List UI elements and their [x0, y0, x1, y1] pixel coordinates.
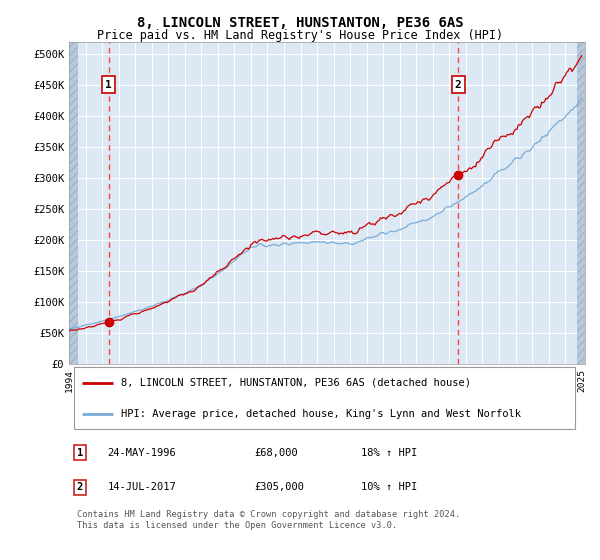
- Text: 18% ↑ HPI: 18% ↑ HPI: [361, 447, 417, 458]
- Bar: [69, 42, 78, 365]
- Text: 1: 1: [77, 447, 83, 458]
- Bar: [577, 42, 587, 365]
- Text: 1: 1: [105, 80, 112, 90]
- Text: 8, LINCOLN STREET, HUNSTANTON, PE36 6AS: 8, LINCOLN STREET, HUNSTANTON, PE36 6AS: [137, 16, 463, 30]
- Text: 2: 2: [77, 482, 83, 492]
- Text: £68,000: £68,000: [255, 447, 299, 458]
- Text: Contains HM Land Registry data © Crown copyright and database right 2024.
This d: Contains HM Land Registry data © Crown c…: [77, 510, 460, 530]
- Text: Price paid vs. HM Land Registry's House Price Index (HPI): Price paid vs. HM Land Registry's House …: [97, 29, 503, 42]
- Text: 24-MAY-1996: 24-MAY-1996: [108, 447, 176, 458]
- FancyBboxPatch shape: [74, 367, 575, 429]
- Text: £305,000: £305,000: [255, 482, 305, 492]
- Text: 10% ↑ HPI: 10% ↑ HPI: [361, 482, 417, 492]
- Text: 14-JUL-2017: 14-JUL-2017: [108, 482, 176, 492]
- Text: HPI: Average price, detached house, King's Lynn and West Norfolk: HPI: Average price, detached house, King…: [121, 409, 521, 419]
- Text: 8, LINCOLN STREET, HUNSTANTON, PE36 6AS (detached house): 8, LINCOLN STREET, HUNSTANTON, PE36 6AS …: [121, 377, 470, 388]
- Text: 2: 2: [455, 80, 461, 90]
